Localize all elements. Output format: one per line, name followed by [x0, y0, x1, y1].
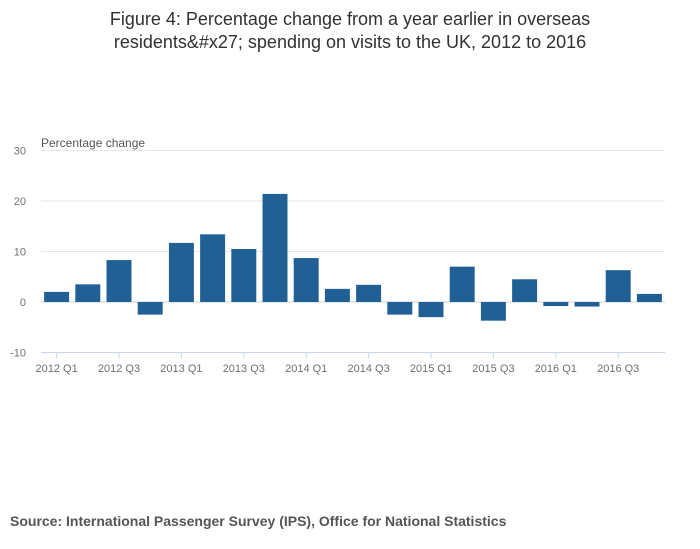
x-tick-label: 2013 Q3 [223, 363, 265, 375]
gridlines [41, 150, 665, 353]
bar[interactable] [418, 302, 444, 318]
bar[interactable] [574, 302, 600, 307]
bar[interactable] [75, 284, 101, 302]
bar[interactable] [262, 193, 288, 302]
bar[interactable] [387, 302, 413, 315]
x-tick-label: 2015 Q1 [410, 363, 452, 375]
x-tick-label: 2016 Q1 [535, 363, 577, 375]
bar[interactable] [200, 234, 226, 302]
bar[interactable] [636, 293, 662, 302]
chart-title-line-1: Figure 4: Percentage change from a year … [109, 9, 591, 29]
chart-title: Figure 4: Percentage change from a year … [0, 8, 700, 54]
x-tick-label: 2016 Q3 [597, 363, 639, 375]
x-tick-label: 2012 Q1 [35, 363, 77, 375]
bar[interactable] [543, 302, 569, 307]
bar[interactable] [44, 291, 70, 302]
x-tick-label: 2013 Q1 [160, 363, 202, 375]
bar[interactable] [293, 258, 319, 302]
y-tick-label: 0 [20, 297, 26, 309]
bar[interactable] [324, 288, 350, 302]
x-tick-label: 2012 Q3 [98, 363, 140, 375]
x-tick-label: 2015 Q3 [472, 363, 514, 375]
bar[interactable] [231, 248, 257, 302]
bar[interactable] [106, 260, 132, 302]
y-tick-label: 30 [14, 146, 26, 158]
x-tick-label: 2014 Q3 [347, 363, 389, 375]
bars [44, 193, 662, 321]
bar[interactable] [356, 284, 382, 302]
y-tick-label: 20 [14, 196, 26, 208]
bar[interactable] [137, 302, 163, 315]
bar[interactable] [605, 270, 631, 302]
x-tick-label: 2014 Q1 [285, 363, 327, 375]
y-tick-label: 10 [14, 247, 26, 259]
bar[interactable] [449, 266, 475, 302]
x-axis: 2012 Q1 2012 Q3 2013 Q1 2013 Q3 2014 Q1 2014 … [35, 352, 665, 375]
y-axis-label: Percentage change [41, 136, 145, 150]
chart-title-line-2: residents&#x27; spending on visits to th… [113, 32, 587, 52]
y-axis: 30 20 10 0 -10 [10, 146, 26, 360]
y-tick-label: -10 [10, 348, 26, 360]
source-note: Source: International Passenger Survey (… [10, 513, 507, 529]
bar[interactable] [512, 279, 538, 302]
bar[interactable] [480, 302, 506, 321]
bar[interactable] [168, 242, 194, 302]
